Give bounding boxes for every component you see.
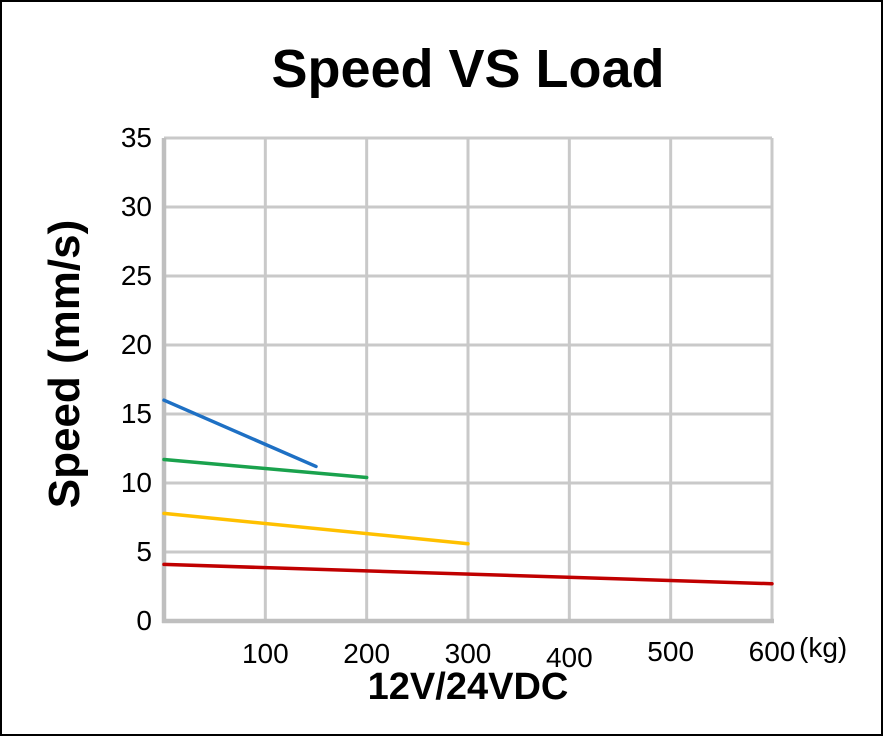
y-tick-label: 20 [120, 329, 152, 360]
series-line-curve-3-yellow [162, 511, 470, 546]
y-tick-label: 0 [136, 605, 152, 636]
series-line-curve-1-blue [162, 398, 318, 469]
series-line-curve-4-red [162, 562, 774, 586]
x-tick-label: 600 [748, 636, 796, 667]
plot-area [161, 136, 774, 624]
x-axis-unit: (kg) [799, 632, 848, 663]
y-tick-label: 30 [120, 191, 152, 222]
x-tick-label: 200 [343, 638, 391, 669]
x-tick-label: 300 [444, 638, 492, 669]
y-tick-label: 25 [120, 260, 152, 291]
y-tick-label: 10 [120, 467, 152, 498]
x-axis-label: 12V/24VDC [367, 666, 569, 708]
x-tick-label: 500 [647, 636, 695, 667]
series-line-curve-2-green [162, 457, 369, 480]
x-tick-label: 400 [545, 642, 593, 673]
y-tick-label: 35 [120, 122, 152, 153]
y-tick-label: 15 [120, 398, 152, 429]
chart-title: Speed VS Load [271, 39, 665, 99]
x-tick-label: 100 [241, 638, 289, 669]
y-tick-label: 5 [136, 536, 152, 567]
